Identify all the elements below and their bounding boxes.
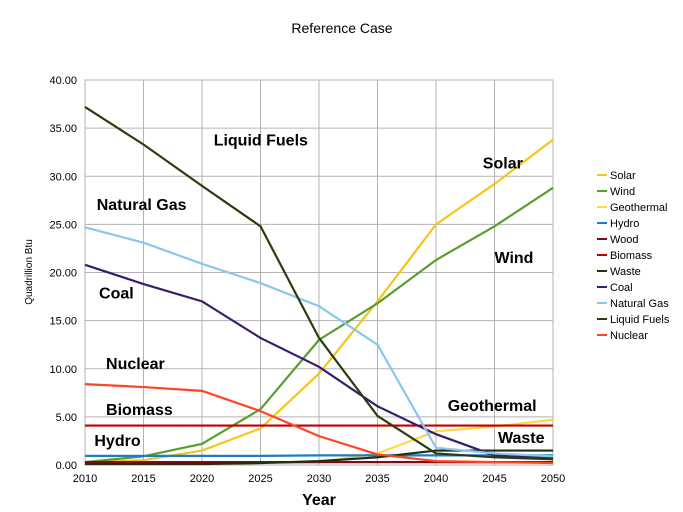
x-axis-label: Year	[302, 492, 336, 509]
annotation-label: Hydro	[94, 433, 140, 450]
annotation-label: Biomass	[106, 402, 173, 419]
legend-label: Coal	[610, 282, 633, 294]
annotation-label: Wind	[495, 250, 534, 267]
y-axis-label: Quadrillion Btu	[24, 239, 35, 305]
annotation-label: Nuclear	[106, 356, 165, 373]
series-line-nuclear	[84, 383, 554, 465]
y-tick-label: 5.00	[56, 412, 77, 424]
annotation-label: Solar	[483, 156, 523, 173]
series-lines	[84, 106, 554, 466]
legend: Solar Wind Geothermal Hydro Wood Biomass Waste…	[597, 170, 670, 342]
y-tick-label: 40.00	[49, 75, 77, 87]
annotation-label: Coal	[99, 285, 134, 302]
y-tick-label: 0.00	[56, 460, 77, 472]
legend-label: Geothermal	[610, 202, 667, 214]
x-tick-label: 2025	[248, 473, 272, 485]
x-tick-label: 2035	[365, 473, 389, 485]
x-tick-label: 2010	[73, 473, 97, 485]
annotation-label: Natural Gas	[97, 197, 187, 214]
legend-label: Nuclear	[610, 330, 648, 342]
y-tick-label: 15.00	[49, 316, 77, 328]
y-tick-label: 25.00	[49, 219, 77, 231]
x-tick-label: 2040	[424, 473, 448, 485]
series-line-wind	[84, 186, 554, 464]
x-tick-label: 2045	[482, 473, 506, 485]
x-tick-label: 2050	[541, 473, 565, 485]
legend-label: Biomass	[610, 250, 653, 262]
legend-label: Solar	[610, 170, 636, 182]
legend-label: Liquid Fuels	[610, 314, 670, 326]
annotation-label: Geothermal	[448, 398, 537, 415]
y-tick-label: 30.00	[49, 171, 77, 183]
plot-frame	[84, 79, 554, 466]
y-axis: 0.00 5.00 10.00 15.00 20.00 25.00 30.00 35.00 40…	[49, 75, 77, 472]
annotation-label: Waste	[498, 430, 545, 447]
legend-label: Wood	[610, 234, 639, 246]
legend-label: Natural Gas	[610, 298, 669, 310]
x-axis: 2010 2015 2020 2025 2030 2035 2040 2045 2050	[73, 473, 565, 485]
chart-title: Reference Case	[291, 20, 392, 36]
y-tick-label: 10.00	[49, 364, 77, 376]
series-line-solar	[84, 138, 554, 464]
series-line-coal	[84, 263, 554, 460]
x-tick-label: 2015	[131, 473, 155, 485]
annotations: Liquid Fuels Natural Gas Coal Nuclear Biomas…	[94, 132, 544, 449]
series-line-liquid-fuels	[84, 106, 554, 461]
legend-label: Waste	[610, 266, 641, 278]
y-tick-label: 20.00	[49, 268, 77, 280]
legend-label: Wind	[610, 186, 635, 198]
y-tick-label: 35.00	[49, 123, 77, 135]
series-line-natural-gas	[84, 226, 554, 458]
legend-label: Hydro	[610, 218, 639, 230]
annotation-label: Liquid Fuels	[214, 132, 308, 149]
x-tick-label: 2030	[307, 473, 331, 485]
x-tick-label: 2020	[190, 473, 214, 485]
